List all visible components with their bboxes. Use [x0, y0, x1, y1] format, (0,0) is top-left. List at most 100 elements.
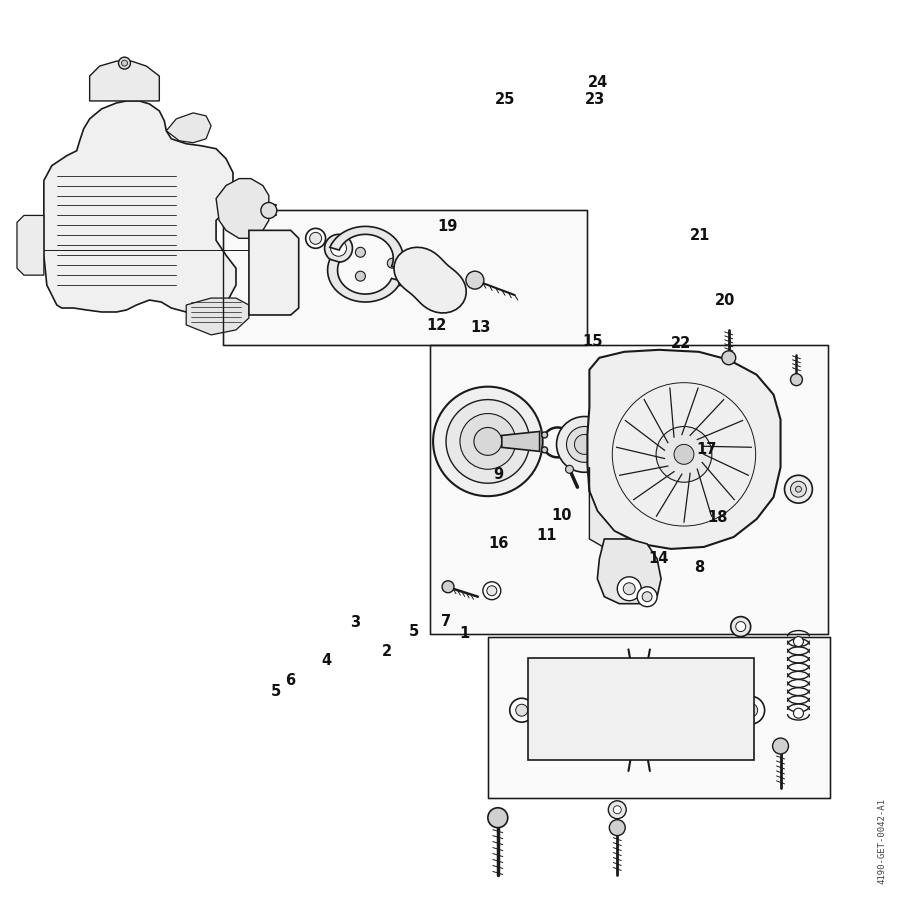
- Text: 21: 21: [690, 228, 710, 243]
- Text: 14: 14: [649, 551, 669, 566]
- Circle shape: [466, 271, 484, 289]
- Polygon shape: [17, 216, 44, 275]
- Circle shape: [541, 736, 554, 750]
- Text: 6: 6: [285, 673, 295, 688]
- Text: 20: 20: [714, 293, 735, 308]
- Circle shape: [533, 729, 561, 757]
- Circle shape: [487, 586, 497, 596]
- Polygon shape: [167, 113, 211, 143]
- Circle shape: [666, 437, 702, 472]
- Circle shape: [642, 592, 652, 602]
- Circle shape: [784, 475, 813, 503]
- Circle shape: [483, 581, 501, 600]
- Text: 13: 13: [470, 320, 490, 335]
- Text: 7: 7: [440, 614, 451, 630]
- Circle shape: [574, 434, 594, 454]
- Circle shape: [710, 736, 723, 750]
- Polygon shape: [223, 210, 587, 345]
- Polygon shape: [597, 539, 661, 603]
- Circle shape: [446, 399, 530, 483]
- Circle shape: [703, 729, 731, 757]
- Circle shape: [258, 275, 278, 295]
- Circle shape: [433, 387, 542, 496]
- Text: 18: 18: [707, 511, 728, 525]
- Circle shape: [617, 577, 642, 601]
- Circle shape: [722, 351, 736, 365]
- Circle shape: [736, 622, 745, 632]
- Circle shape: [773, 738, 788, 754]
- Circle shape: [423, 273, 437, 287]
- Circle shape: [356, 248, 366, 258]
- Circle shape: [791, 481, 806, 497]
- Circle shape: [255, 244, 283, 272]
- Text: 5: 5: [270, 684, 281, 699]
- Polygon shape: [528, 659, 753, 760]
- Text: 3: 3: [350, 615, 360, 631]
- Polygon shape: [329, 227, 403, 269]
- Circle shape: [325, 235, 352, 262]
- Circle shape: [737, 696, 764, 724]
- Circle shape: [710, 670, 723, 683]
- Circle shape: [703, 662, 731, 691]
- Circle shape: [510, 698, 533, 723]
- Text: 19: 19: [438, 218, 458, 234]
- Circle shape: [437, 290, 447, 300]
- Circle shape: [567, 427, 602, 462]
- Circle shape: [330, 240, 347, 257]
- Text: 22: 22: [672, 337, 692, 351]
- Circle shape: [356, 271, 366, 281]
- Circle shape: [388, 258, 398, 268]
- Circle shape: [791, 374, 803, 386]
- Circle shape: [622, 693, 657, 728]
- Circle shape: [608, 801, 626, 819]
- Polygon shape: [249, 230, 298, 315]
- Circle shape: [118, 57, 130, 69]
- Circle shape: [794, 708, 804, 718]
- Circle shape: [533, 662, 561, 691]
- Circle shape: [488, 808, 508, 828]
- Text: 9: 9: [493, 467, 503, 481]
- Polygon shape: [90, 61, 159, 101]
- Circle shape: [629, 700, 649, 720]
- Polygon shape: [394, 248, 466, 313]
- Circle shape: [261, 250, 277, 267]
- Circle shape: [541, 670, 554, 683]
- Circle shape: [309, 232, 321, 244]
- Text: 4: 4: [321, 653, 331, 669]
- Circle shape: [565, 465, 573, 473]
- Text: 4190-GET-0042-A1: 4190-GET-0042-A1: [877, 798, 886, 884]
- Circle shape: [460, 413, 516, 470]
- Text: 2: 2: [382, 644, 392, 660]
- Polygon shape: [501, 431, 540, 451]
- Circle shape: [656, 427, 712, 482]
- Circle shape: [413, 260, 423, 270]
- Polygon shape: [187, 298, 249, 335]
- Text: 25: 25: [495, 92, 515, 106]
- Circle shape: [613, 805, 622, 814]
- Polygon shape: [590, 468, 639, 559]
- Circle shape: [516, 704, 528, 716]
- Circle shape: [416, 267, 444, 294]
- Text: 8: 8: [694, 560, 704, 575]
- Text: 16: 16: [489, 536, 509, 551]
- Circle shape: [794, 636, 804, 646]
- Circle shape: [674, 444, 694, 464]
- Circle shape: [474, 428, 501, 455]
- Circle shape: [541, 447, 548, 453]
- Text: 10: 10: [551, 509, 572, 523]
- Polygon shape: [328, 259, 401, 302]
- Polygon shape: [488, 636, 830, 798]
- Text: 12: 12: [427, 318, 447, 333]
- Circle shape: [264, 280, 274, 290]
- Polygon shape: [216, 178, 268, 238]
- Circle shape: [623, 582, 635, 595]
- Text: 5: 5: [410, 623, 420, 639]
- Circle shape: [122, 60, 127, 66]
- Polygon shape: [430, 345, 828, 633]
- Text: 24: 24: [588, 76, 608, 90]
- Text: 15: 15: [582, 334, 603, 349]
- Circle shape: [541, 432, 548, 438]
- Polygon shape: [587, 349, 781, 549]
- Text: 11: 11: [536, 529, 557, 543]
- Text: 17: 17: [697, 442, 717, 458]
